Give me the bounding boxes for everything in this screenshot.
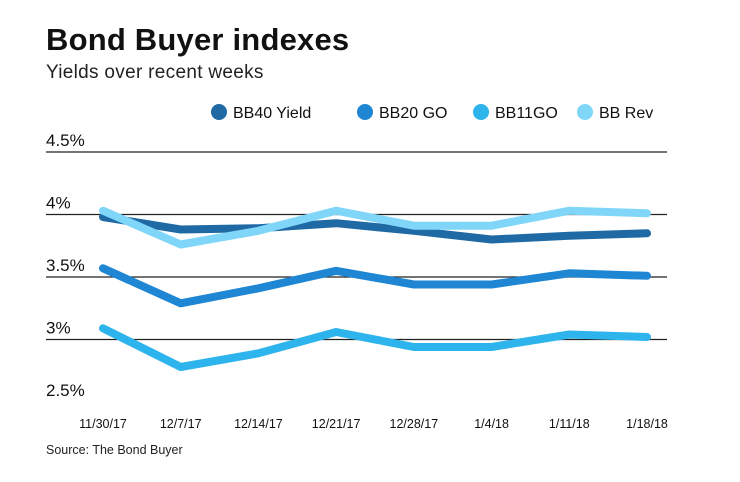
legend: BB40 Yield BB20 GO BB11GO BB Rev: [211, 104, 653, 122]
x-tick-label: 1/4/18: [474, 417, 509, 431]
x-tick-label: 12/28/17: [390, 417, 439, 431]
series-line-bb11go: [99, 324, 651, 371]
legend-label: BB40 Yield: [233, 105, 311, 122]
y-tick-label: 3.5%: [46, 256, 85, 275]
y-tick-label: 3%: [46, 319, 71, 338]
legend-marker-bb-rev: [577, 104, 593, 120]
chart-title: Bond Buyer indexes: [46, 22, 350, 57]
source-note: Source: The Bond Buyer: [46, 443, 183, 457]
legend-marker-bb11go: [473, 104, 489, 120]
x-axis-ticks: 11/30/17 12/7/17 12/14/17 12/21/17 12/28/17 1…: [79, 417, 668, 431]
x-tick-label: 1/11/18: [549, 417, 590, 431]
x-tick-label: 12/21/17: [312, 417, 361, 431]
legend-label: BB11GO: [495, 105, 558, 122]
series-line-bb40-yield: [99, 213, 651, 244]
y-axis-ticks: 2.5% 3% 3.5% 4% 4.5%: [46, 131, 85, 400]
series-lines: [99, 206, 651, 371]
legend-label: BB Rev: [599, 105, 653, 122]
x-tick-label: 1/18/18: [626, 417, 668, 431]
x-tick-label: 12/7/17: [160, 417, 202, 431]
x-tick-label: 11/30/17: [79, 417, 127, 431]
y-tick-label: 2.5%: [46, 381, 85, 400]
legend-marker-bb20-go: [357, 104, 373, 120]
y-tick-label: 4%: [46, 194, 71, 213]
legend-marker-bb40-yield: [211, 104, 227, 120]
y-tick-label: 4.5%: [46, 131, 85, 150]
series-line-bb20-go: [99, 264, 651, 308]
legend-label: BB20 GO: [379, 105, 447, 122]
gridlines: [46, 151, 667, 341]
series-line-bb-rev: [99, 206, 651, 249]
x-tick-label: 12/14/17: [234, 417, 283, 431]
chart-subtitle: Yields over recent weeks: [46, 62, 264, 83]
